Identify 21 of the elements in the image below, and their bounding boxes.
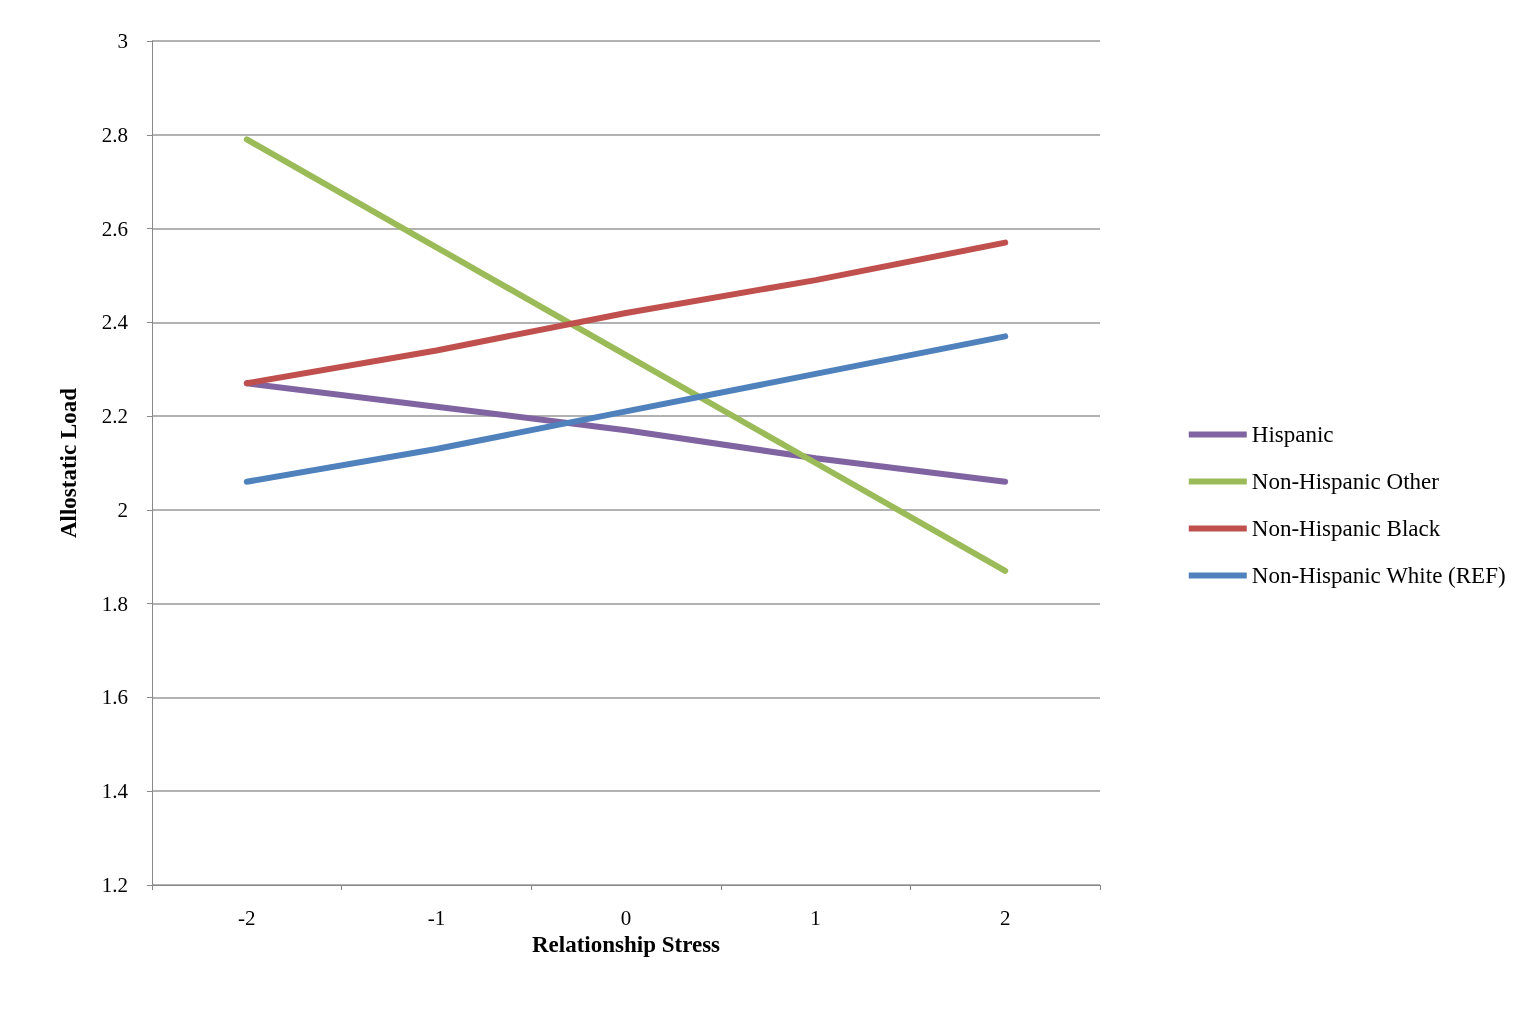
y-tick-label: 2.8 — [101, 122, 128, 147]
y-tick-label: 2.6 — [101, 216, 128, 241]
x-axis-title: Relationship Stress — [531, 931, 721, 957]
x-tick-label: 0 — [620, 905, 632, 930]
y-tick-label: 1.6 — [101, 685, 128, 710]
y-tick-label: 1.2 — [101, 873, 128, 897]
legend-label: Hispanic — [1251, 422, 1334, 447]
x-tick-label: -2 — [238, 905, 256, 930]
x-tick-label: -1 — [427, 905, 446, 930]
x-tick-label: 1 — [810, 905, 821, 930]
y-axis-title: Allostatic Load — [56, 387, 81, 539]
legend-label: Non-Hispanic Black — [1251, 516, 1441, 541]
legend-label: Non-Hispanic White (REF) — [1251, 563, 1506, 588]
x-tick-label: 2 — [999, 905, 1011, 930]
y-tick-label: 1.8 — [101, 591, 128, 616]
legend-label: Non-Hispanic Other — [1251, 469, 1440, 494]
y-tick-label: 1.4 — [101, 779, 129, 804]
y-tick-label: 2.4 — [101, 310, 129, 335]
y-tick-label: 3 — [117, 29, 128, 53]
y-tick-label: 2 — [117, 497, 128, 522]
y-tick-label: 2.2 — [101, 404, 128, 429]
